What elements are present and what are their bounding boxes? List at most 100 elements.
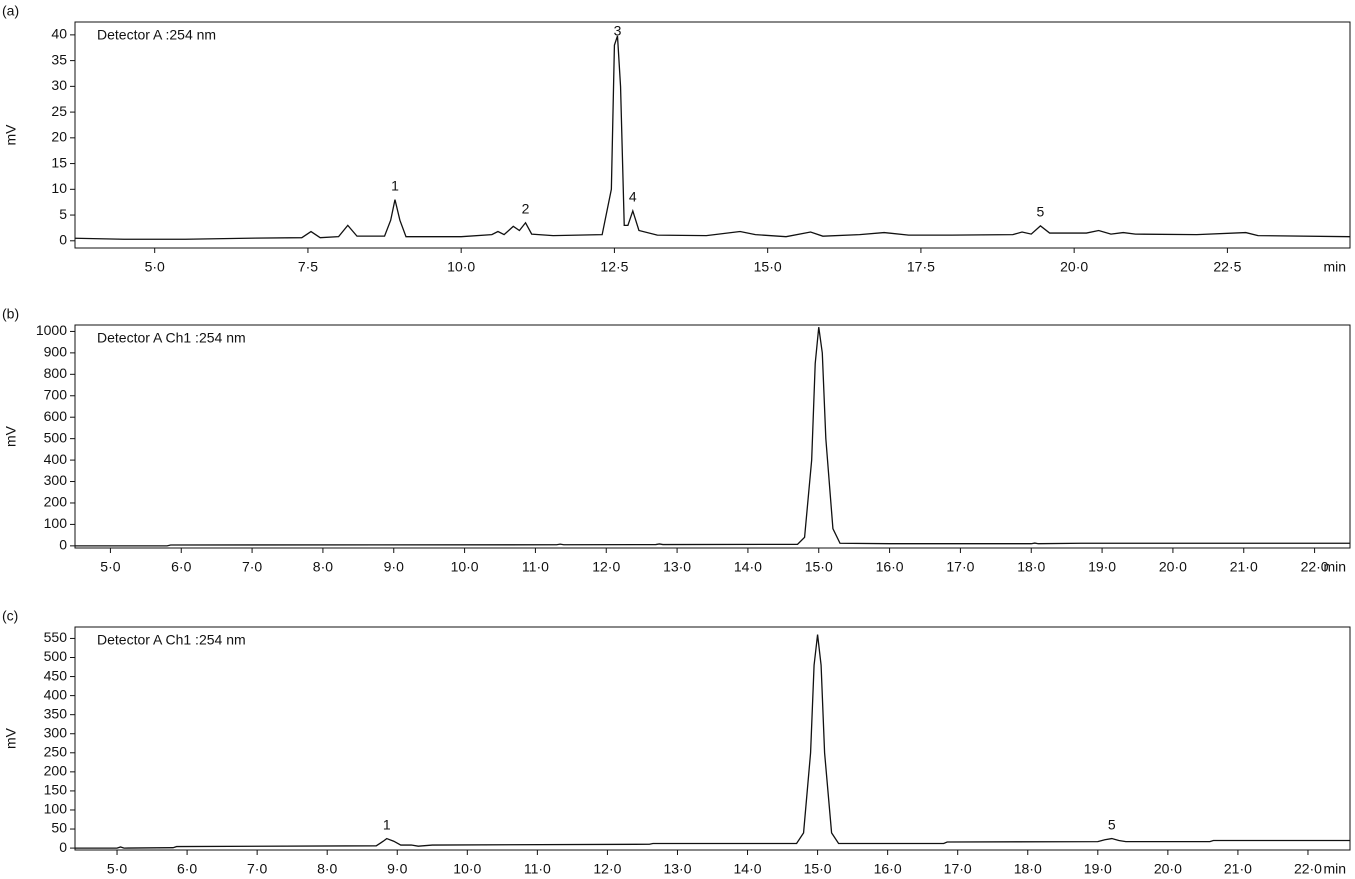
- x-tick-label: 20·0: [1159, 559, 1187, 575]
- y-tick-label: 400: [44, 451, 68, 467]
- x-tick-label: 19·0: [1084, 861, 1112, 877]
- x-tick-label: 15·0: [804, 861, 832, 877]
- y-tick-label: 0: [59, 231, 67, 247]
- plot-frame: [74, 324, 1351, 549]
- detector-annotation: Detector A :254 nm: [97, 27, 216, 43]
- x-tick-label: 10·0: [451, 559, 479, 575]
- x-tick-label: 21·0: [1224, 861, 1252, 877]
- y-tick-label: 200: [44, 494, 68, 510]
- x-axis-unit: min: [1323, 259, 1346, 275]
- peak-label: 4: [629, 189, 637, 205]
- y-tick-label: 15: [51, 154, 67, 170]
- plot-frame: [74, 626, 1351, 851]
- peak-label: 1: [391, 177, 399, 193]
- chromatogram-line: [74, 35, 1351, 240]
- x-tick-label: 17·5: [907, 259, 935, 275]
- y-tick-label: 35: [51, 51, 67, 67]
- x-tick-label: 7·0: [242, 559, 262, 575]
- y-tick-label: 100: [44, 515, 68, 531]
- x-tick-label: 18·0: [1017, 559, 1045, 575]
- y-tick-label: 450: [44, 667, 68, 683]
- y-tick-label: 800: [44, 365, 68, 381]
- y-axis-label: mV: [3, 727, 19, 749]
- panel-label: (a): [2, 3, 19, 19]
- x-tick-label: 19·0: [1088, 559, 1116, 575]
- x-tick-label: 7·5: [298, 259, 318, 275]
- x-tick-label: 9·0: [387, 861, 407, 877]
- x-tick-label: 17·0: [946, 559, 974, 575]
- y-tick-label: 0: [59, 839, 67, 855]
- x-tick-label: 22·5: [1213, 259, 1241, 275]
- y-tick-label: 500: [44, 429, 68, 445]
- panel-label: (b): [2, 306, 19, 322]
- y-tick-label: 700: [44, 386, 68, 402]
- panel-label: (c): [2, 608, 18, 624]
- detector-annotation: Detector A Ch1 :254 nm: [97, 632, 246, 648]
- x-tick-label: 13·0: [663, 559, 691, 575]
- peak-label: 5: [1037, 204, 1045, 220]
- x-tick-label: 11·0: [522, 559, 549, 575]
- y-tick-label: 50: [51, 820, 67, 836]
- x-axis-unit: min: [1323, 559, 1346, 575]
- peak-label: 2: [522, 200, 530, 216]
- chromatogram-line: [75, 327, 1350, 547]
- x-tick-label: 6·0: [177, 861, 197, 877]
- y-tick-label: 150: [44, 782, 68, 798]
- x-tick-label: 21·0: [1230, 559, 1258, 575]
- x-tick-label: 8·0: [313, 559, 333, 575]
- x-tick-label: 13·0: [663, 861, 691, 877]
- y-tick-label: 40: [51, 26, 67, 42]
- y-axis-label: mV: [3, 425, 19, 447]
- x-tick-label: 12·5: [600, 259, 628, 275]
- y-tick-label: 1000: [36, 322, 67, 338]
- y-tick-label: 350: [44, 705, 68, 721]
- x-tick-label: 15·0: [805, 559, 833, 575]
- plot-frame: [74, 21, 1351, 249]
- y-tick-label: 300: [44, 724, 68, 740]
- x-tick-label: 5·0: [107, 861, 127, 877]
- y-tick-label: 0: [59, 537, 67, 553]
- x-tick-label: 11·0: [524, 861, 551, 877]
- x-tick-label: 5·0: [100, 559, 120, 575]
- x-tick-label: 16·0: [874, 861, 902, 877]
- y-tick-label: 900: [44, 344, 68, 360]
- x-tick-label: 17·0: [944, 861, 972, 877]
- y-tick-label: 400: [44, 686, 68, 702]
- x-tick-label: 20·0: [1154, 861, 1182, 877]
- y-tick-label: 10: [51, 180, 67, 196]
- x-tick-label: 10·0: [447, 259, 475, 275]
- x-tick-label: 10·0: [453, 861, 481, 877]
- x-tick-label: 12·0: [592, 559, 620, 575]
- detector-annotation: Detector A Ch1 :254 nm: [97, 330, 246, 346]
- y-tick-label: 600: [44, 408, 68, 424]
- y-tick-label: 5: [59, 206, 67, 222]
- x-tick-label: 18·0: [1014, 861, 1042, 877]
- y-tick-label: 550: [44, 629, 68, 645]
- x-tick-label: 6·0: [171, 559, 191, 575]
- x-tick-label: 15·0: [754, 259, 782, 275]
- y-tick-label: 300: [44, 472, 68, 488]
- y-tick-label: 25: [51, 103, 67, 119]
- x-tick-label: 9·0: [384, 559, 404, 575]
- y-tick-label: 100: [44, 801, 68, 817]
- x-tick-label: 16·0: [876, 559, 904, 575]
- x-tick-label: 5·0: [145, 259, 165, 275]
- x-tick-label: 12·0: [593, 861, 621, 877]
- peak-label: 3: [614, 23, 622, 39]
- x-tick-label: 7·0: [247, 861, 267, 877]
- y-tick-label: 250: [44, 743, 68, 759]
- x-tick-label: 8·0: [317, 861, 337, 877]
- y-tick-label: 30: [51, 77, 67, 93]
- y-tick-label: 200: [44, 763, 68, 779]
- x-tick-label: 20·0: [1060, 259, 1088, 275]
- x-tick-label: 14·0: [734, 559, 762, 575]
- y-tick-label: 20: [51, 129, 67, 145]
- y-tick-label: 500: [44, 648, 68, 664]
- x-tick-label: 22·0: [1301, 559, 1329, 575]
- chromatogram-line: [75, 634, 1350, 849]
- x-axis-unit: min: [1323, 861, 1346, 877]
- peak-label: 5: [1108, 816, 1116, 832]
- y-axis-label: mV: [3, 124, 19, 146]
- peak-label: 1: [383, 816, 391, 832]
